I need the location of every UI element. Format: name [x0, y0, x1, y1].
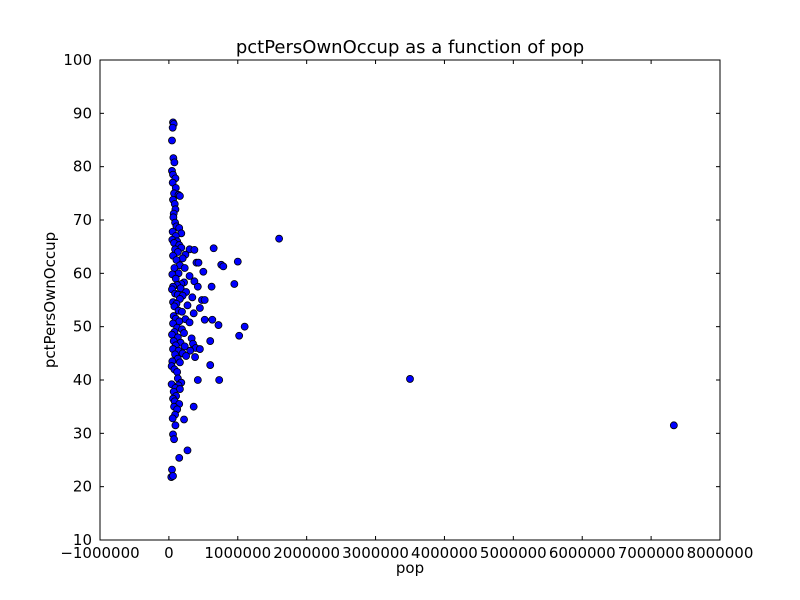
scatter-point [171, 421, 180, 430]
y-axis-label: pctPersOwnOccup [41, 232, 59, 368]
scatter-point [200, 296, 209, 304]
scatter-point [170, 435, 178, 444]
scatter-point [185, 318, 194, 327]
y-tick-label: 70 [73, 211, 92, 229]
y-tick-label: 10 [73, 531, 92, 549]
x-tick-label: 1000000 [204, 544, 271, 562]
y-tick-label: 90 [73, 104, 92, 122]
scatter-point [190, 277, 199, 286]
scatter-point [171, 274, 180, 283]
scatter-point [199, 267, 208, 276]
scatter-point [176, 358, 184, 367]
scatter-point [176, 192, 184, 200]
scatter-point [669, 421, 678, 430]
x-tick-label: 3000000 [342, 544, 409, 562]
x-tick-label: 5000000 [480, 544, 547, 562]
x-tick-label: 8000000 [687, 544, 754, 562]
scatter-point [209, 244, 218, 253]
y-tick-label: 100 [63, 51, 92, 69]
scatter-point [195, 345, 204, 353]
plot-frame [99, 59, 721, 541]
scatter-point [240, 322, 249, 331]
scatter-point [173, 368, 182, 376]
scatter-point [168, 465, 176, 474]
scatter-point [186, 346, 195, 355]
x-tick-label: 2000000 [273, 544, 340, 562]
scatter-point [206, 337, 215, 345]
scatter-point [170, 158, 179, 167]
scatter-point [168, 136, 176, 145]
scatter-point [183, 301, 192, 310]
x-tick-labels: −1000000 0 1000000 2000000 3000000 4000000 500… [60, 544, 753, 562]
scatter-point [275, 234, 284, 243]
scatter-point [169, 472, 177, 480]
x-axis-label: pop [396, 559, 424, 577]
x-tick-label: −1000000 [60, 544, 139, 562]
scatter-point [189, 402, 198, 411]
scatter-points [167, 118, 678, 481]
scatter-point [193, 282, 202, 291]
y-tick-label: 20 [73, 478, 92, 496]
scatter-point [219, 262, 228, 271]
scatter-point [188, 293, 197, 302]
x-tick-label: 0 [164, 544, 174, 562]
y-tick-label: 30 [73, 424, 92, 442]
scatter-point [180, 342, 189, 351]
scatter-point [178, 307, 186, 316]
y-tick-labels: 10 20 30 40 50 60 70 80 90 100 [63, 51, 92, 549]
chart-title: pctPersOwnOccup as a function of pop [236, 37, 584, 58]
scatter-point [180, 264, 189, 272]
scatter-point [230, 280, 239, 288]
scatter-point [189, 309, 198, 318]
scatter-point [182, 352, 191, 360]
scatter-point [185, 272, 194, 280]
scatter-point [215, 376, 224, 384]
y-tick-label: 60 [73, 264, 92, 282]
scatter-point [175, 453, 184, 462]
scatter-point [193, 376, 202, 384]
scatter-point [180, 329, 188, 337]
scatter-point [180, 415, 188, 424]
scatter-point [214, 321, 223, 329]
y-tick-label: 50 [73, 318, 92, 336]
y-tick-label: 80 [73, 158, 92, 176]
scatter-point [233, 257, 242, 266]
scatter-point [194, 258, 203, 267]
scatter-point [200, 315, 209, 324]
scatter-point [168, 414, 177, 423]
scatter-point [168, 123, 177, 132]
x-tick-label: 4000000 [411, 544, 478, 562]
scatter-point [183, 446, 192, 455]
scatter-point [191, 353, 199, 361]
x-tick-label: 6000000 [549, 544, 616, 562]
scatter-point [206, 361, 215, 369]
scatter-point [176, 284, 185, 293]
scatter-point [190, 245, 199, 254]
scatter-point [406, 375, 414, 383]
y-tick-label: 40 [73, 371, 92, 389]
x-tick-label: 7000000 [618, 544, 685, 562]
scatter-point [195, 304, 204, 312]
scatter-point [235, 331, 244, 340]
scatter-point [207, 282, 216, 291]
scatter-point [208, 315, 217, 324]
